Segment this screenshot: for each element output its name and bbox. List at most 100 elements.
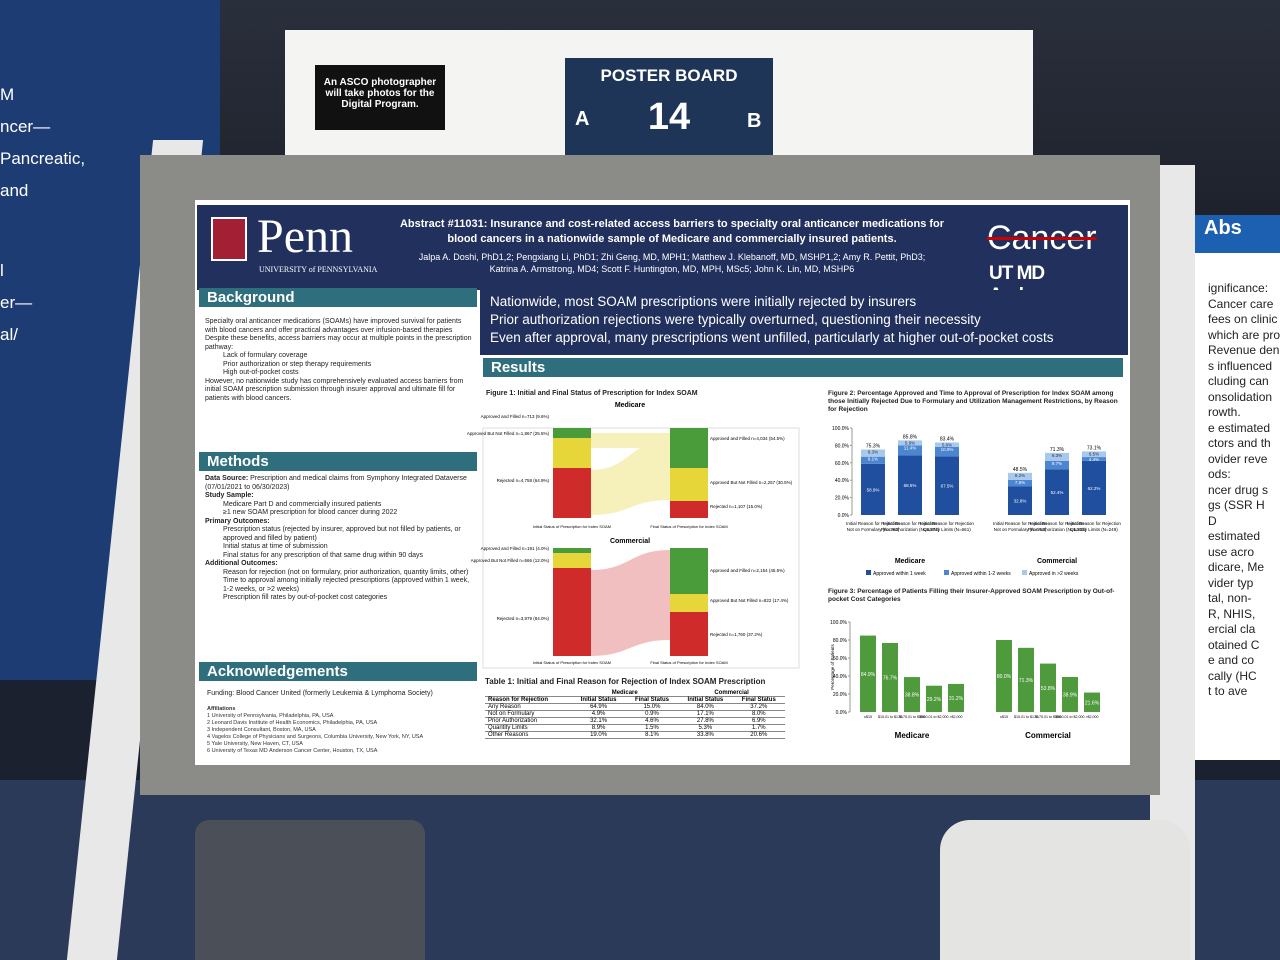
figure-title: Figure 3: Percentage of Patients Filling… — [828, 588, 1115, 603]
right-poster: Abs ignificance: Cancer care fees on clini… — [1190, 215, 1280, 760]
right-poster-line: e and co — [1208, 653, 1255, 667]
banner-line: and — [0, 181, 29, 200]
bar — [1018, 647, 1034, 712]
table-header: Reason for Rejection — [485, 696, 572, 704]
y-tick-label: 60.0% — [835, 461, 850, 467]
affiliations: Affiliations 1 University of Pennsylvania… — [207, 706, 475, 755]
y-tick-label: 20.0% — [833, 692, 848, 698]
poster-header: Penn UNIVERSITY of PENNSYLVANIA Abstract… — [197, 205, 1128, 306]
bar-segment — [861, 456, 885, 464]
bar-segment — [898, 445, 922, 456]
table-cell: 33.8% — [678, 731, 733, 739]
value-label: 11.4% — [904, 445, 916, 450]
bar-segment — [1008, 472, 1032, 480]
group-label: Medicare — [895, 558, 925, 565]
sub-bullet: Prior authorization or step therapy requ… — [223, 360, 372, 368]
value-label: 76.7% — [883, 675, 898, 681]
table-title: Table 1: Initial and Final Reason for Re… — [485, 677, 766, 686]
figure-title: Figure 2: Percentage Approved and Time t… — [828, 390, 1118, 413]
x-tick-label: Initial Reason for Rejection Not on Formu… — [993, 521, 1047, 532]
total-label: 71.3% — [1050, 447, 1065, 453]
table-cell: 1.5% — [625, 724, 679, 732]
value-label: 31.2% — [949, 696, 964, 702]
table-cell: 4.9% — [571, 710, 626, 718]
penn-logo: Penn — [257, 210, 353, 263]
section-heading: Methods — [199, 452, 477, 471]
affiliation: 1 University of Pennsylvania, Philadelph… — [207, 713, 334, 719]
table-cell: 8.1% — [625, 731, 679, 739]
sub-bullet: ≥1 new SOAM prescription for blood cance… — [223, 509, 398, 516]
legend-label: Approved in >2 weeks — [1029, 571, 1079, 577]
legend-swatch — [1022, 570, 1027, 575]
sub-bullet: Prescription fill rates by out-of-pocket… — [223, 594, 388, 601]
method-label: Study Sample: — [205, 492, 254, 499]
flow-label: Approved and Filled n=4,034 (54.5%) — [710, 436, 785, 441]
bar-segment — [1008, 479, 1032, 487]
methods-text: Data Source: Prescription and medical cl… — [205, 475, 473, 603]
x-tick-label: $500.01 to $2,000 — [1056, 715, 1085, 719]
sub-bullet: High out-of-pocket costs — [223, 369, 299, 376]
table-cell: 8.0% — [732, 710, 785, 718]
right-poster-title: Abs — [1190, 215, 1280, 253]
table-cell: 20.6% — [732, 731, 785, 739]
total-label: 75.3% — [866, 443, 881, 449]
banner-line: Pancreatic, — [0, 149, 86, 168]
method-label: Primary Outcomes: — [205, 517, 270, 525]
bar-segment — [898, 455, 922, 515]
right-poster-line: R, NHIS, — [1208, 606, 1256, 621]
y-tick-label: 40.0% — [835, 478, 850, 484]
flow-label: Approved and Filled n=713 (9.6%) — [481, 414, 550, 419]
value-label: 68.5% — [904, 483, 917, 488]
bar-segment — [898, 440, 922, 446]
affiliation: 3 Independent Consultant, Boston, MA, US… — [207, 727, 316, 733]
method-label: Data Source: — [205, 475, 249, 482]
panel-title: Medicare — [615, 402, 645, 409]
x-tick-label: Initial Reason for Rejection Prior Author… — [1028, 521, 1087, 532]
value-label: 67.5% — [941, 484, 954, 489]
value-label: 29.2% — [927, 697, 942, 703]
method-item: Study Sample: — [205, 492, 473, 501]
method-item: Primary Outcomes: — [205, 518, 473, 527]
table-cell: 4.6% — [625, 717, 679, 725]
method-text: Prescription and medical claims from Sym… — [205, 475, 467, 491]
bar — [948, 683, 964, 712]
chair — [940, 820, 1190, 960]
x-tick-label: >$2,000 — [949, 715, 962, 719]
board-label: POSTER BOARD — [600, 66, 738, 85]
y-tick-label: 100.0% — [832, 426, 850, 432]
total-label: 48.5% — [1013, 467, 1028, 473]
table-cell: 1.7% — [732, 724, 785, 732]
right-poster-line: use acro — [1208, 544, 1255, 559]
right-poster-line: gs (SSR H — [1208, 498, 1265, 512]
table-wrap: Medicare Commercial Reason for Rejection In… — [485, 690, 785, 739]
sub-bullet: Initial status at time of submission — [223, 543, 328, 550]
poster-title: Abstract #11031: Insurance and cost-rela… — [399, 218, 945, 245]
bullet: Specialty oral anticancer medications (S… — [205, 318, 462, 334]
bar-segment — [1008, 486, 1032, 515]
right-poster-line: cally (HC — [1208, 668, 1257, 683]
y-tick-label: 20.0% — [835, 496, 850, 502]
right-poster-line: ovider reve — [1208, 451, 1268, 466]
bar — [996, 640, 1012, 712]
table-header: Initial Status — [678, 696, 733, 704]
table-cell: Quantity Limits — [485, 724, 572, 732]
table-cell: 64.9% — [571, 703, 626, 711]
figure-title: Figure 1: Initial and Final Status of Pr… — [486, 390, 698, 397]
right-poster-line: s influenced — [1208, 358, 1273, 373]
method-item: Additional Outcomes: — [205, 560, 473, 569]
table-header — [485, 690, 572, 697]
bullet: However, no nationwide study has compreh… — [205, 377, 464, 402]
value-label: 84.9% — [861, 672, 876, 678]
table-cell: 8.9% — [571, 724, 626, 732]
value-label: 9.7% — [1052, 461, 1062, 466]
photographer-note: An ASCO photographer will take photos fo… — [315, 65, 445, 130]
right-poster-line: onsolidation — [1208, 389, 1273, 404]
bar — [860, 635, 876, 712]
sub-bullet: Time to approval among initially rejecte… — [223, 577, 470, 593]
table-group: Commercial — [678, 690, 785, 697]
value-label: 38.8% — [905, 693, 920, 699]
banner-line: er— — [0, 293, 33, 312]
total-label: 85.8% — [903, 434, 918, 440]
side-a: A — [575, 108, 590, 130]
table-cell: 5.3% — [678, 724, 733, 732]
